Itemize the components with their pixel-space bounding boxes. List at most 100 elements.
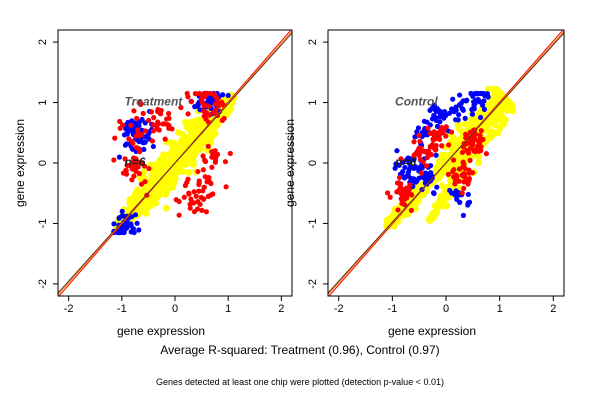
data-point: [187, 205, 193, 211]
data-point: [129, 146, 136, 152]
data-point: [461, 179, 467, 185]
data-point: [421, 118, 427, 124]
data-point: [408, 191, 414, 197]
data-point: [462, 115, 468, 121]
data-point: [188, 154, 196, 162]
data-point: [489, 119, 497, 127]
data-point: [141, 146, 147, 153]
data-point: [128, 122, 134, 128]
data-point: [466, 167, 472, 173]
data-point: [429, 142, 435, 148]
data-point: [223, 184, 229, 190]
data-point: [116, 229, 122, 235]
data-point: [449, 129, 455, 135]
data-point: [459, 149, 466, 156]
x-tick-label: 0: [443, 303, 449, 315]
data-point: [459, 190, 465, 196]
data-point: [473, 90, 479, 97]
data-point: [134, 220, 140, 226]
data-point: [438, 151, 445, 159]
data-point: [131, 229, 137, 236]
x-axis-title: gene expression: [388, 324, 476, 338]
data-point: [182, 161, 190, 169]
data-point: [205, 143, 211, 149]
data-point: [200, 167, 206, 173]
data-point: [432, 136, 438, 142]
data-point: [451, 167, 457, 173]
data-point: [171, 154, 179, 162]
data-point: [425, 125, 431, 131]
data-point: [191, 200, 197, 206]
data-point: [136, 227, 142, 233]
data-point: [460, 159, 466, 165]
data-point: [411, 139, 417, 145]
data-point: [142, 210, 150, 217]
data-point: [188, 99, 194, 105]
data-point: [461, 185, 467, 191]
data-point: [182, 182, 189, 189]
data-point: [436, 161, 444, 168]
x-tick-label: 1: [225, 303, 231, 315]
data-point: [212, 159, 219, 165]
data-point: [484, 91, 490, 97]
data-point: [146, 117, 152, 123]
data-point: [459, 172, 465, 178]
data-point: [414, 178, 420, 184]
data-point: [460, 212, 467, 218]
data-point: [129, 138, 135, 145]
data-point: [459, 105, 465, 112]
data-point: [117, 118, 123, 125]
data-point: [464, 141, 470, 147]
data-point: [197, 201, 203, 207]
series-blue: [392, 90, 491, 218]
data-point: [406, 187, 412, 193]
fit-line-dark: [328, 32, 564, 294]
data-point: [128, 223, 134, 229]
data-point: [133, 190, 141, 198]
y-tick-label: 2: [307, 39, 319, 45]
data-point: [201, 138, 209, 145]
data-point: [117, 125, 123, 131]
y-tick-label: -1: [307, 219, 319, 229]
data-point: [150, 143, 156, 150]
data-point: [405, 155, 411, 161]
data-point: [400, 195, 406, 201]
panel-title: Control: [395, 95, 438, 109]
data-point: [136, 133, 142, 139]
x-tick-label: 2: [550, 303, 556, 315]
data-point: [490, 100, 498, 108]
data-point: [488, 128, 496, 136]
data-point: [407, 161, 413, 167]
data-point: [448, 146, 456, 153]
data-point: [395, 162, 401, 168]
data-point: [179, 130, 186, 138]
y-axis-title: gene expression: [13, 119, 27, 207]
data-point: [222, 159, 229, 165]
data-point: [179, 168, 186, 175]
data-point: [412, 164, 418, 170]
data-point: [476, 148, 482, 154]
data-point: [407, 182, 413, 188]
data-point: [449, 190, 455, 196]
data-point: [198, 194, 204, 201]
data-point: [205, 127, 213, 135]
data-point: [396, 186, 403, 192]
data-point: [191, 209, 198, 215]
data-point: [135, 127, 141, 133]
data-point: [191, 189, 197, 195]
data-point: [454, 174, 460, 180]
plot-area: [328, 30, 564, 296]
y-tick-label: -2: [37, 279, 49, 289]
data-point: [166, 110, 172, 117]
data-point: [453, 117, 459, 123]
data-point: [123, 167, 129, 174]
data-point: [211, 109, 217, 116]
data-point: [439, 143, 445, 149]
data-point: [227, 150, 233, 157]
fit-line-dark: [58, 32, 292, 294]
data-point: [168, 147, 176, 155]
data-point: [477, 132, 483, 138]
data-point: [433, 152, 439, 158]
data-point: [176, 212, 182, 218]
